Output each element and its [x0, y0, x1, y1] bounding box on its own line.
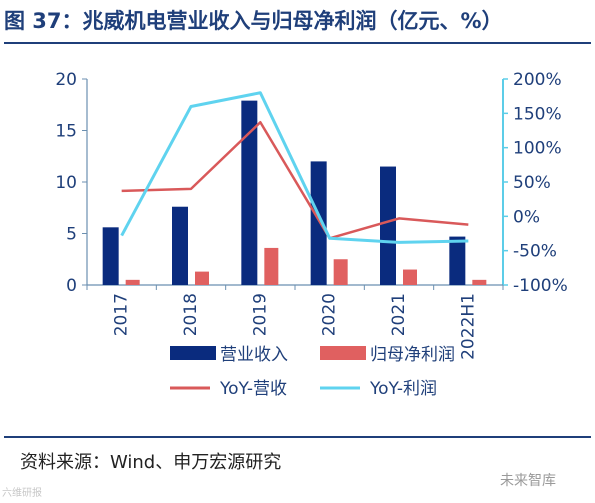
legend-yoy-revenue: YoY-营收 [170, 379, 287, 399]
line-yoy-profit [120, 91, 469, 244]
legend-revenue: 营业收入 [170, 345, 288, 365]
source-note: 资料来源：Wind、申万宏源研究 [20, 452, 282, 473]
footer-divider [4, 436, 591, 438]
watermark-right: 未来智库 [500, 473, 556, 489]
right-axis-tick-label: -100% [513, 276, 568, 296]
bar-revenue [310, 161, 327, 285]
bar-net-profit [195, 271, 209, 285]
legend: 营业收入 归母净利润 YoY-营收 YoY-利润 [170, 345, 455, 399]
left-axis-tick-label: 10 [55, 173, 77, 193]
x-axis-tick-label: 2018 [181, 293, 201, 336]
legend-yoy-revenue-label: YoY-营收 [219, 379, 287, 399]
bar-net-profit [333, 259, 348, 285]
bar-net-profit [125, 279, 140, 285]
right-axis-tick-label: 150% [513, 104, 562, 124]
right-axis-tick-label: 50% [513, 173, 551, 193]
right-axis-tick-label: 100% [513, 139, 562, 159]
x-axis-tick-label: 2021 [389, 293, 409, 336]
x-axis-tick-label: 2019 [250, 293, 270, 336]
legend-yoy-profit: YoY-利润 [320, 379, 437, 399]
legend-yoy-profit-label: YoY-利润 [369, 379, 437, 399]
watermark-left: 六维研报 [2, 488, 42, 499]
x-axis-tick-label: 2020 [320, 293, 340, 336]
legend-net-profit: 归母净利润 [320, 345, 455, 365]
lines [120, 91, 469, 244]
legend-net-profit-label: 归母净利润 [370, 345, 455, 365]
bar-net-profit [472, 279, 487, 285]
axes: 0 5 10 15 20 -100% -50% 0% 50% 100% 150% 200% 2017 20… [55, 70, 567, 360]
left-axis-tick-label: 15 [55, 122, 77, 142]
title-divider [4, 42, 591, 44]
figure-title: 图 37：兆威机电营业收入与归母净利润（亿元、%） [4, 9, 503, 33]
right-axis-tick-label: 0% [513, 207, 540, 227]
x-axis-tick-label: 2017 [112, 293, 132, 336]
bar-revenue [449, 236, 466, 285]
left-axis-tick-label: 20 [55, 70, 77, 90]
bars [102, 100, 487, 285]
right-axis-tick-label: -50% [513, 242, 557, 262]
bar-revenue [172, 206, 188, 285]
left-axis-tick-label: 5 [66, 225, 77, 245]
bar-revenue [102, 227, 119, 285]
bar-net-profit [403, 269, 417, 285]
bar-revenue [241, 100, 258, 285]
legend-net-profit-swatch [320, 346, 366, 360]
left-axis-tick-label: 0 [66, 276, 77, 296]
x-axis-tick-label: 2022H1 [458, 293, 478, 360]
legend-revenue-swatch [170, 346, 216, 360]
bar-revenue [380, 166, 396, 285]
legend-revenue-label: 营业收入 [220, 345, 288, 365]
line-yoy-revenue [121, 121, 469, 240]
bar-net-profit [264, 247, 279, 285]
right-axis-tick-label: 200% [513, 70, 562, 90]
chart: 0 5 10 15 20 -100% -50% 0% 50% 100% 150% 200% 2017 20… [55, 70, 567, 399]
